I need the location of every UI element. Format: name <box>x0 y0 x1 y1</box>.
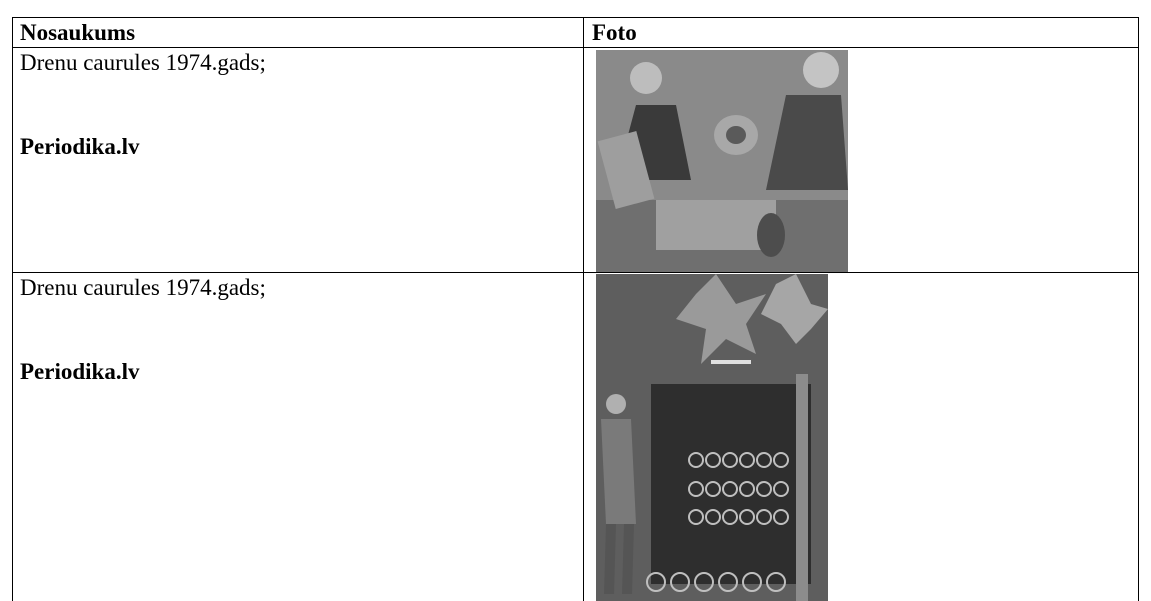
border <box>12 17 13 601</box>
border <box>12 272 1139 273</box>
item-name: Drenu caurules 1974.gads; <box>20 50 266 75</box>
item-name: Drenu caurules 1974.gads; <box>20 275 266 300</box>
photo <box>596 274 828 601</box>
photo <box>596 50 848 272</box>
header-cell: Foto <box>592 20 637 45</box>
border <box>1138 17 1139 601</box>
border <box>12 17 1139 18</box>
border <box>583 17 584 601</box>
border <box>12 47 1139 48</box>
header-cell: Nosaukums <box>20 20 136 45</box>
item-source: Periodika.lv <box>20 134 140 159</box>
item-source: Periodika.lv <box>20 359 140 384</box>
